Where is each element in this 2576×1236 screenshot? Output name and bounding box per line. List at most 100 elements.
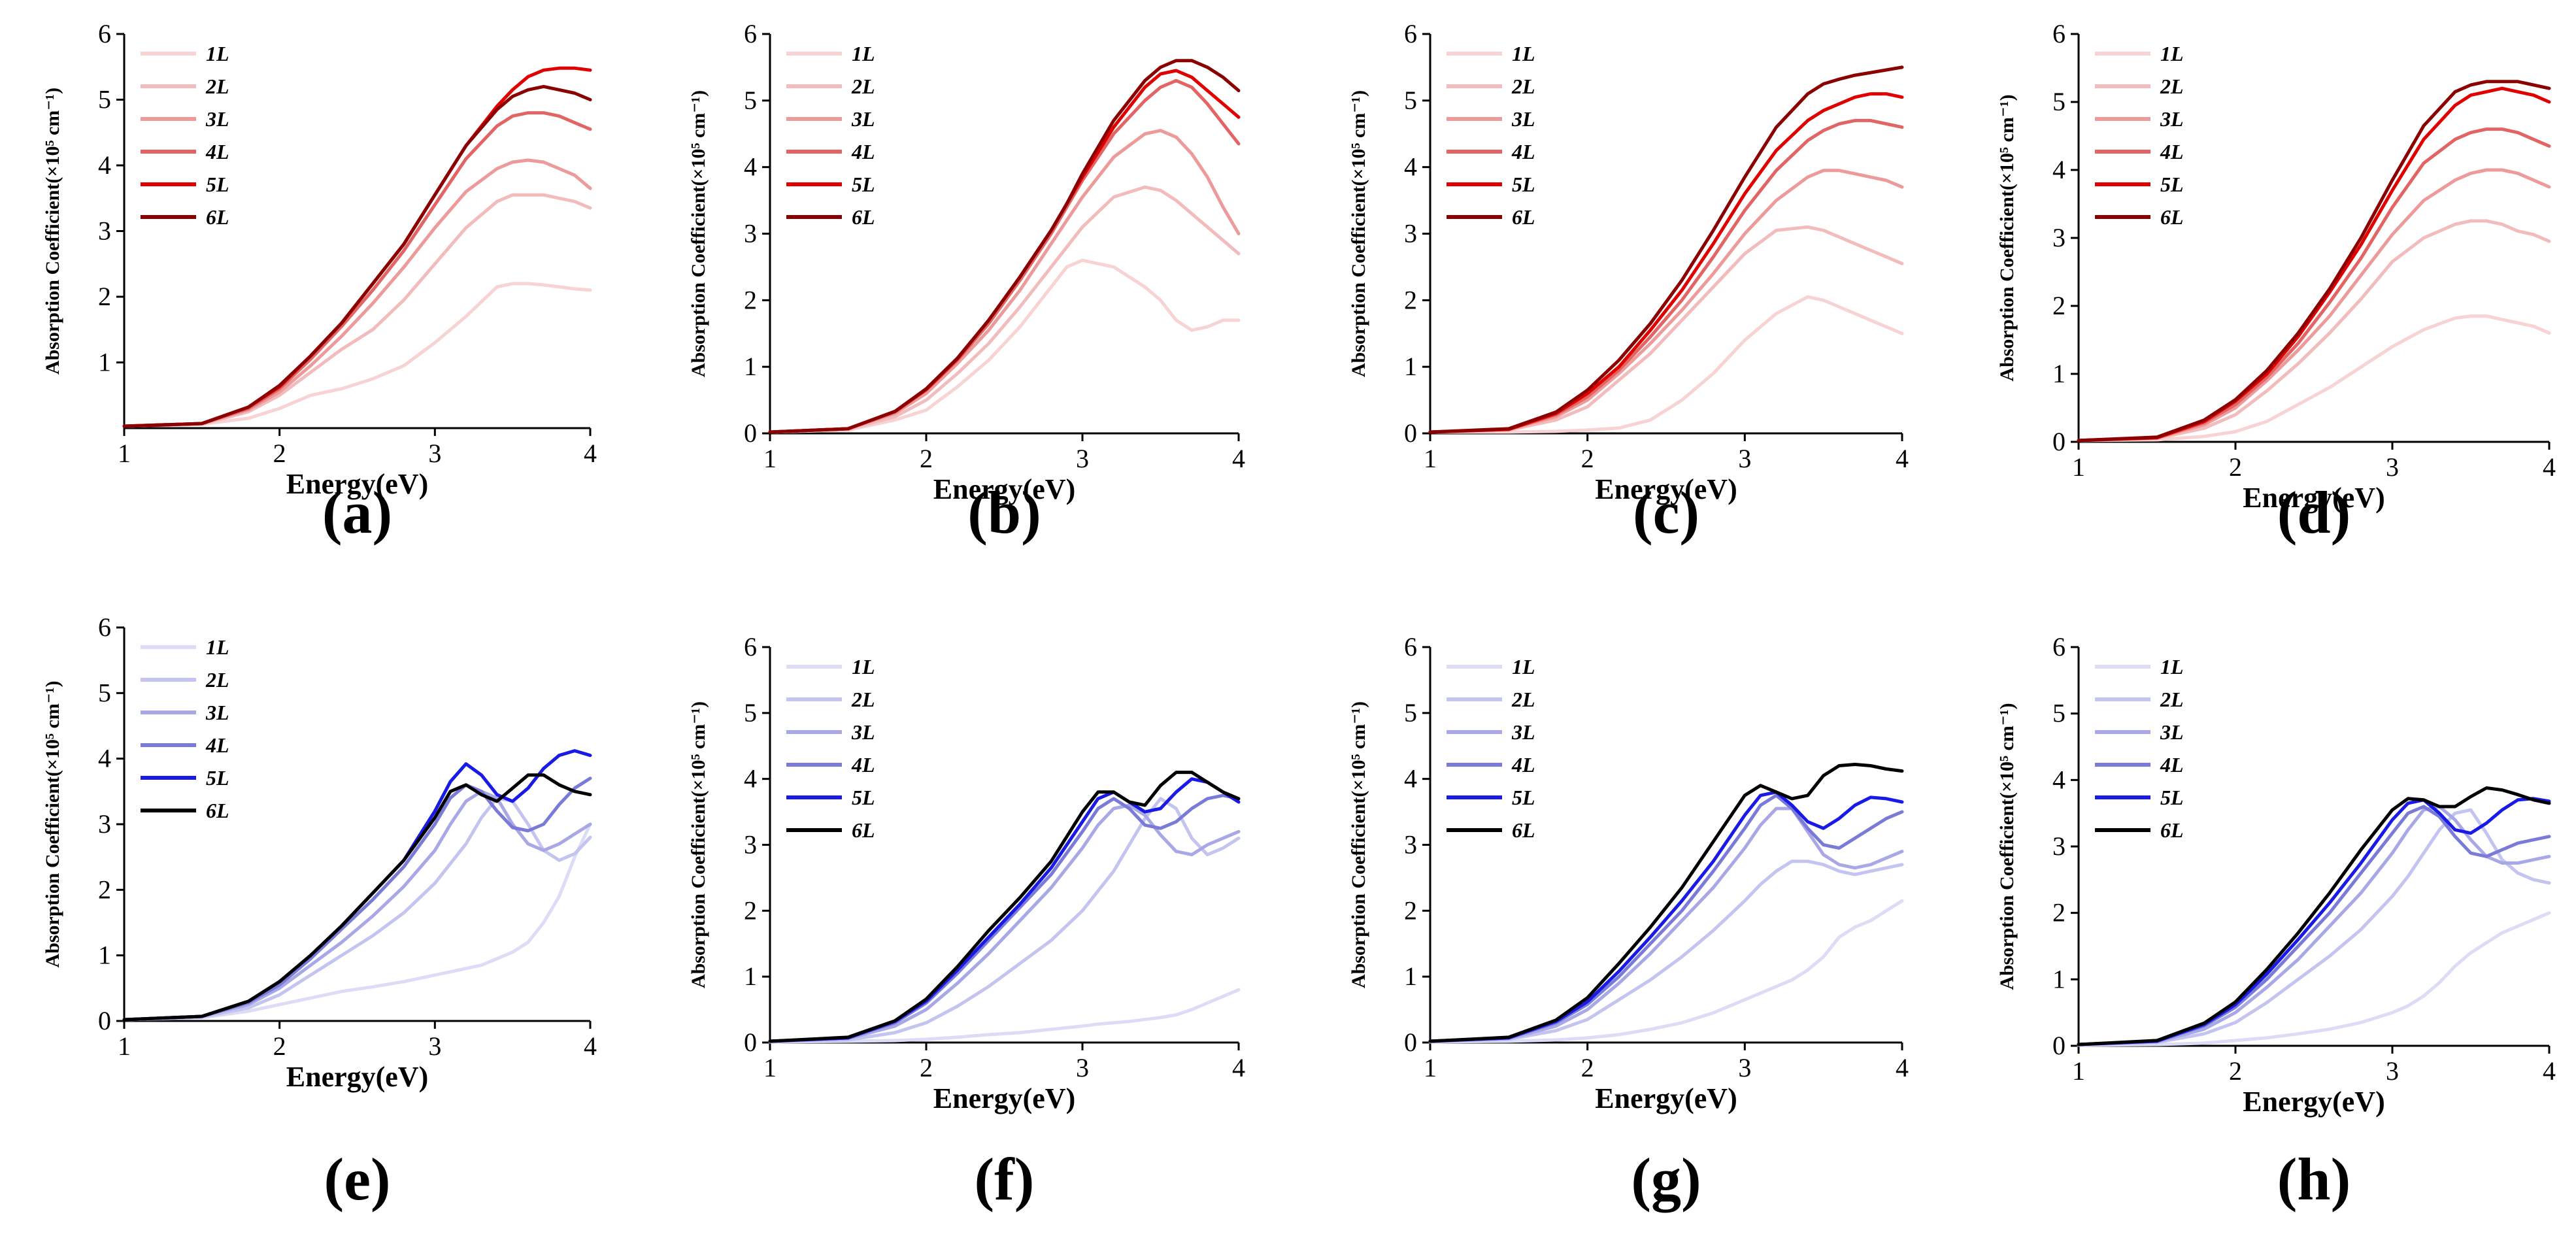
y-axis-label: Absorption Coefficient(×10⁵ cm⁻¹) (42, 88, 63, 375)
x-tick-label: 3 (2386, 1056, 2399, 1086)
y-tick-label: 6 (2052, 19, 2066, 48)
y-tick-label: 3 (1404, 219, 1417, 248)
series-line-4L (2077, 127, 2551, 443)
legend-label: 2L (205, 668, 229, 692)
y-tick-label: 3 (2052, 831, 2066, 861)
y-tick-label: 1 (2052, 964, 2066, 994)
x-axis-label: Energy(eV) (1595, 473, 1737, 505)
series-line-1L (2077, 911, 2551, 1047)
y-tick-label: 4 (744, 152, 757, 182)
y-tick-label: 3 (98, 216, 111, 246)
x-tick-label: 2 (273, 439, 286, 468)
series-line-2L (122, 193, 592, 428)
x-tick-label: 4 (1232, 444, 1245, 473)
y-tick-label: 4 (2052, 155, 2066, 184)
series-line-5L (2077, 86, 2551, 443)
x-tick-label: 2 (2229, 452, 2242, 482)
series-line-1L (122, 822, 592, 1022)
x-tick-label: 1 (118, 1031, 131, 1061)
x-tick-label: 1 (118, 439, 131, 468)
y-tick-label: 1 (1404, 961, 1417, 991)
legend-label: 4L (851, 753, 875, 777)
y-tick-label: 5 (2052, 87, 2066, 116)
x-tick-label: 1 (2072, 452, 2085, 482)
legend-label: 6L (1512, 205, 1535, 229)
series-line-5L (768, 777, 1241, 1043)
y-axis-label: Absorption Coefficient(×10⁵ cm⁻¹) (1996, 94, 2018, 381)
panel-label: (d) (2277, 479, 2350, 546)
series-line-5L (1428, 92, 1904, 434)
y-tick-label: 0 (2052, 1031, 2066, 1060)
y-tick-label: 3 (744, 830, 757, 860)
legend-label: 1L (206, 635, 229, 659)
x-tick-label: 2 (920, 1053, 933, 1082)
y-tick-label: 3 (744, 219, 757, 248)
series-line-4L (2077, 805, 2551, 1046)
legend-label: 3L (2160, 720, 2184, 744)
legend-label: 6L (2160, 818, 2184, 842)
y-tick-label: 5 (98, 85, 111, 114)
legend-label: 2L (2160, 75, 2184, 98)
x-tick-label: 2 (1581, 444, 1594, 473)
x-tick-label: 2 (2229, 1056, 2242, 1086)
legend-label: 5L (1512, 786, 1535, 809)
x-tick-label: 4 (584, 439, 597, 468)
x-tick-label: 3 (1738, 444, 1751, 473)
legend-label: 4L (2160, 753, 2184, 777)
y-tick-label: 6 (98, 612, 111, 642)
legend-label: 4L (1511, 140, 1535, 163)
legend-label: 6L (2160, 205, 2184, 229)
x-tick-label: 3 (428, 1031, 441, 1061)
series-line-3L (1428, 807, 1904, 1043)
panel-label: (g) (1631, 1146, 1701, 1212)
legend-label: 4L (851, 140, 875, 163)
y-tick-label: 2 (98, 282, 111, 311)
series-line-5L (2077, 797, 2551, 1046)
y-tick-label: 5 (2052, 699, 2066, 728)
legend-label: 3L (205, 107, 229, 131)
y-tick-label: 3 (2052, 223, 2066, 252)
panel-label: (c) (1633, 479, 1699, 546)
series-line-6L (768, 771, 1241, 1043)
legend-label: 2L (1511, 75, 1535, 98)
series-line-3L (768, 129, 1241, 434)
y-tick-label: 2 (1404, 895, 1417, 925)
legend-label: 5L (852, 173, 875, 196)
series-line-2L (2077, 808, 2551, 1047)
x-tick-label: 3 (2386, 452, 2399, 482)
series-line-3L (122, 158, 592, 428)
legend-label: 1L (206, 42, 229, 65)
legend-label: 3L (851, 107, 875, 131)
x-axis-label: Energy(eV) (933, 1082, 1076, 1114)
series-line-1L (768, 258, 1241, 434)
y-tick-label: 0 (1404, 418, 1417, 448)
x-tick-label: 4 (1896, 1053, 1909, 1082)
legend-label: 5L (1512, 173, 1535, 196)
y-tick-label: 2 (98, 875, 111, 904)
series-line-2L (2077, 219, 2551, 443)
y-tick-label: 6 (98, 19, 111, 48)
x-tick-label: 4 (2543, 1056, 2556, 1086)
series-line-1L (768, 988, 1241, 1044)
legend-label: 4L (205, 140, 229, 163)
legend-label: 2L (205, 75, 229, 98)
x-tick-label: 1 (2072, 1056, 2085, 1086)
y-tick-label: 3 (1404, 830, 1417, 860)
y-tick-label: 2 (744, 285, 757, 314)
y-axis-label: Absorption Coefficient(×10⁵ cm⁻¹) (688, 701, 709, 988)
x-tick-label: 1 (763, 1053, 777, 1082)
legend-label: 1L (852, 42, 875, 65)
x-axis-label: Energy(eV) (1595, 1082, 1737, 1114)
series-line-4L (1428, 118, 1904, 434)
y-axis-label: Absorption Coefficient(×10⁵ cm⁻¹) (688, 90, 709, 377)
y-tick-label: 6 (744, 632, 757, 661)
legend-label: 4L (2160, 140, 2184, 163)
y-tick-label: 4 (744, 764, 757, 793)
x-axis-label: Energy(eV) (933, 473, 1076, 505)
y-axis-label: Absorption Coefficient(×10⁵ cm⁻¹) (1348, 701, 1369, 988)
